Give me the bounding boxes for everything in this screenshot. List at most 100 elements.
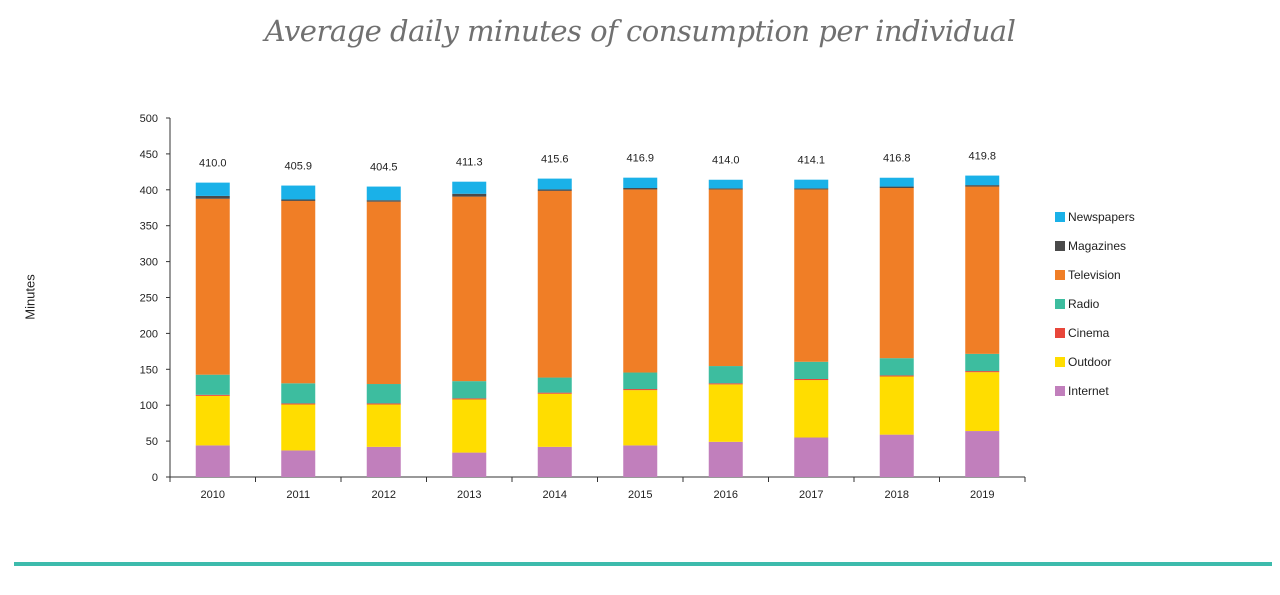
bar-segment-radio-2013: [452, 381, 487, 399]
bar-total-label: 414.0: [712, 155, 740, 167]
bar-segment-newspapers-2015: [623, 177, 658, 189]
legend-label-radio: Radio: [1068, 297, 1100, 311]
bar-segment-television-2012: [366, 201, 401, 385]
legend-label-internet: Internet: [1068, 384, 1109, 398]
bar-segment-outdoor-2015: [623, 390, 658, 446]
bar-segment-television-2013: [452, 196, 487, 382]
y-tick-label: 500: [140, 113, 158, 125]
x-tick-label: 2017: [799, 489, 823, 501]
bar-segment-outdoor-2013: [452, 399, 487, 453]
bar-segment-television-2018: [879, 188, 914, 359]
bar-segment-outdoor-2019: [965, 372, 1000, 432]
bar-segment-cinema-2015: [623, 389, 658, 391]
x-tick-label: 2015: [628, 489, 652, 501]
bar-total-label: 415.6: [541, 154, 569, 166]
bar-segment-cinema-2012: [366, 403, 401, 405]
bar-segment-cinema-2013: [452, 398, 487, 400]
bar-segment-radio-2017: [794, 361, 829, 379]
bar-segment-outdoor-2012: [366, 404, 401, 447]
bar-segment-magazines-2016: [708, 188, 743, 190]
y-tick-label: 100: [140, 400, 158, 412]
legend-label-magazines: Magazines: [1068, 239, 1126, 253]
bar-total-label: 416.9: [626, 153, 654, 165]
bar-total-label: 414.1: [797, 155, 825, 167]
legend-swatch-radio: [1055, 299, 1065, 309]
x-tick-label: 2011: [286, 489, 310, 501]
x-tick-label: 2014: [543, 489, 567, 501]
legend-label-outdoor: Outdoor: [1068, 355, 1111, 369]
bar-segment-television-2015: [623, 189, 658, 373]
legend-label-television: Television: [1068, 268, 1121, 282]
bar-segment-radio-2011: [281, 383, 316, 404]
bar-segment-magazines-2015: [623, 188, 658, 190]
x-tick-label: 2016: [714, 489, 738, 501]
bar-segment-outdoor-2017: [794, 380, 829, 438]
bar-segment-cinema-2010: [195, 394, 230, 396]
legend-swatch-internet: [1055, 386, 1065, 396]
bar-segment-newspapers-2016: [708, 179, 743, 189]
bar-segment-newspapers-2011: [281, 185, 316, 200]
bar-segment-newspapers-2017: [794, 179, 829, 189]
bar-segment-internet-2014: [537, 446, 572, 477]
y-tick-label: 150: [140, 364, 158, 376]
y-tick-label: 0: [152, 472, 158, 484]
bar-segment-outdoor-2011: [281, 404, 316, 451]
x-tick-label: 2019: [970, 489, 994, 501]
legend-swatch-cinema: [1055, 328, 1065, 338]
bar-segment-magazines-2018: [879, 186, 914, 189]
bar-segment-newspapers-2010: [195, 182, 230, 196]
chart-title: Average daily minutes of consumption per…: [264, 14, 1016, 48]
bar-segment-cinema-2017: [794, 378, 829, 381]
y-tick-label: 200: [140, 328, 158, 340]
y-tick-label: 50: [146, 436, 158, 448]
bar-segment-newspapers-2012: [366, 186, 401, 201]
bar-segment-newspapers-2014: [537, 178, 572, 190]
bar-segment-television-2014: [537, 190, 572, 378]
bar-segment-television-2011: [281, 200, 316, 384]
bar-segment-internet-2018: [879, 434, 914, 477]
data-labels: 2010 410.0 2011 405.9 2012 404.5 2013 411.3 2014…: [199, 151, 996, 501]
bar-segment-radio-2015: [623, 372, 658, 390]
bar-segment-newspapers-2019: [965, 175, 1000, 186]
legend: Newspapers Magazines Television Radio Cinema…: [1055, 210, 1135, 398]
bar-total-label: 410.0: [199, 158, 227, 170]
bar-segment-television-2016: [708, 189, 743, 367]
bar-segment-radio-2010: [195, 374, 230, 395]
bar-segment-outdoor-2010: [195, 395, 230, 446]
bar-segment-cinema-2019: [965, 371, 1000, 373]
x-tick-label: 2010: [201, 489, 225, 501]
bar-segment-magazines-2012: [366, 200, 401, 202]
y-tick-label: 300: [140, 257, 158, 269]
bar-segment-magazines-2010: [195, 195, 230, 199]
bar-segment-magazines-2014: [537, 189, 572, 191]
bar-segment-radio-2012: [366, 384, 401, 404]
bar-segment-radio-2019: [965, 353, 1000, 372]
bottom-divider: [14, 562, 1272, 566]
bar-total-label: 416.8: [883, 153, 911, 165]
bar-segment-television-2010: [195, 198, 230, 375]
bar-segment-internet-2017: [794, 437, 829, 477]
bar-segment-radio-2018: [879, 358, 914, 376]
bar-segment-magazines-2019: [965, 185, 1000, 187]
bar-segment-radio-2014: [537, 377, 572, 393]
bar-segment-internet-2011: [281, 450, 316, 477]
bar-segment-internet-2010: [195, 445, 230, 477]
axes: 0 50 100 150 200 250 300 350 400 450 500: [140, 113, 1026, 484]
y-tick-label: 400: [140, 185, 158, 197]
bar-segment-magazines-2013: [452, 193, 487, 197]
y-tick-label: 250: [140, 293, 158, 305]
bar-segment-radio-2016: [708, 366, 743, 384]
bar-segment-television-2019: [965, 186, 1000, 354]
bar-segment-newspapers-2013: [452, 181, 487, 194]
bar-segment-cinema-2016: [708, 383, 743, 385]
bar-total-label: 405.9: [284, 161, 312, 173]
bar-segment-internet-2013: [452, 452, 487, 477]
y-tick-label: 350: [140, 221, 158, 233]
bar-segment-outdoor-2018: [879, 376, 914, 435]
x-tick-label: 2018: [885, 489, 909, 501]
bar-segment-cinema-2011: [281, 403, 316, 405]
bar-segment-magazines-2017: [794, 188, 829, 190]
legend-swatch-outdoor: [1055, 357, 1065, 367]
y-tick-label: 450: [140, 149, 158, 161]
